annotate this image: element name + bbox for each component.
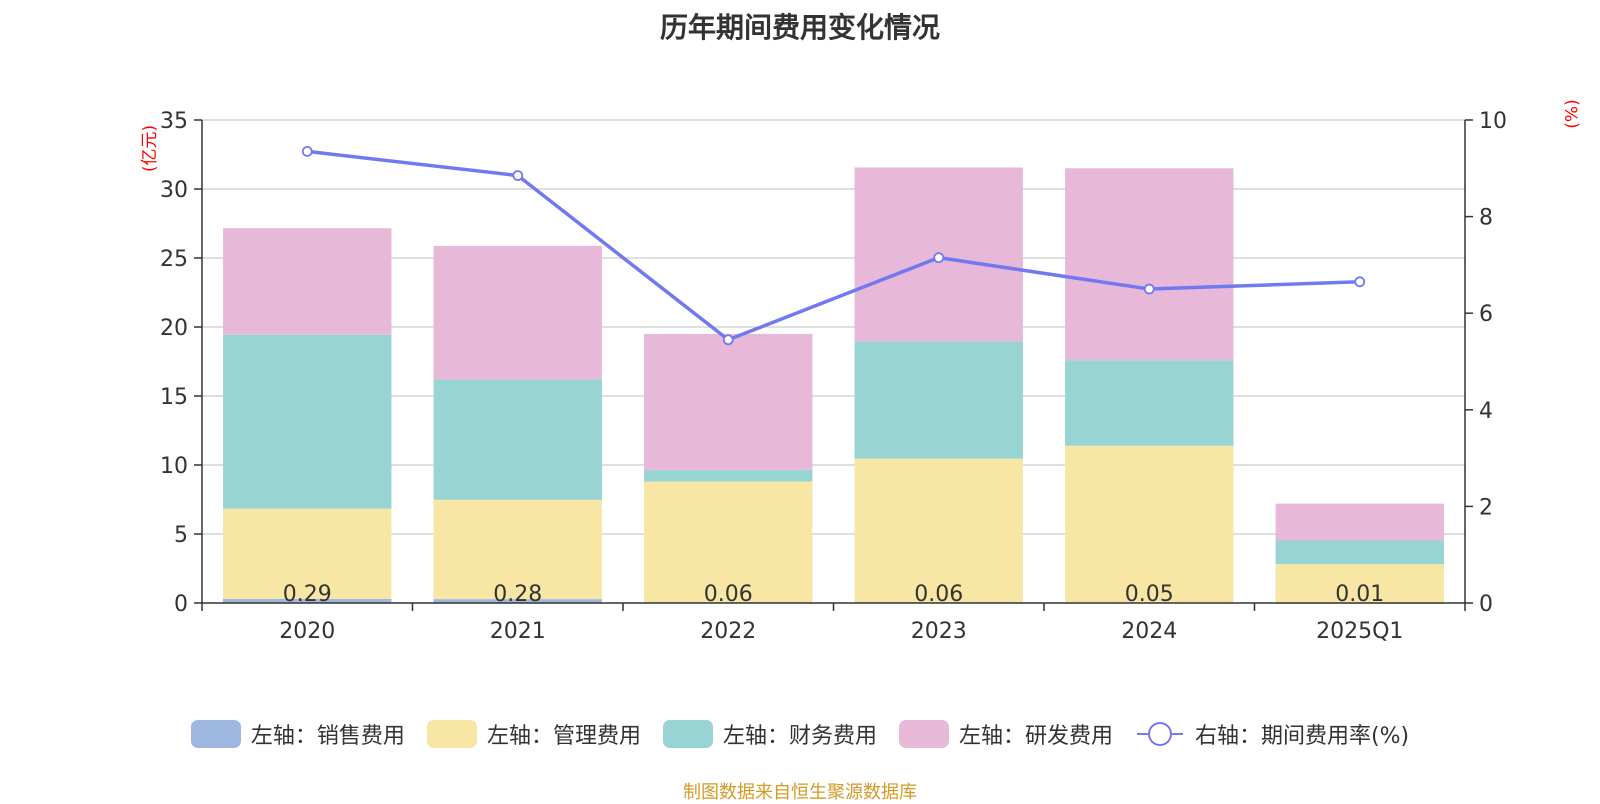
bar-1-2023 <box>854 458 1023 603</box>
left-tick-label-3: 15 <box>160 385 188 410</box>
legend-label-admin: 左轴：管理费用 <box>486 724 641 749</box>
right-tick-label-0: 0 <box>1479 592 1493 617</box>
x-tick-label-2025Q1: 2025Q1 <box>1316 619 1403 644</box>
bar-2-2022 <box>644 469 813 482</box>
line-point-2025Q1 <box>1354 276 1366 288</box>
bar-3-2024 <box>1065 168 1234 361</box>
legend-line-marker <box>1147 722 1172 746</box>
bar-1-2025Q1 <box>1275 564 1444 603</box>
bar-2-2025Q1 <box>1275 540 1444 565</box>
right-tick-label-1: 2 <box>1479 495 1493 520</box>
legend-label-sales: 左轴：销售费用 <box>250 724 405 749</box>
right-tick-label-5: 10 <box>1479 109 1507 134</box>
line-point-2022 <box>722 334 734 346</box>
left-tick-label-4: 20 <box>160 316 188 341</box>
legend-label-finance: 左轴：财务费用 <box>722 724 877 749</box>
legend-item-sales[interactable]: 左轴：销售费用 <box>190 718 405 750</box>
x-tick-label-2022: 2022 <box>700 619 756 644</box>
legend-item-finance[interactable]: 左轴：财务费用 <box>662 718 877 750</box>
legend-line-icon <box>1136 722 1183 746</box>
legend-item-rnd[interactable]: 左轴：研发费用 <box>898 718 1113 750</box>
left-tick-label-7: 35 <box>160 109 188 134</box>
line-point-2023 <box>933 252 945 264</box>
right-tick-label-2: 4 <box>1479 399 1493 424</box>
legend-item-admin[interactable]: 左轴：管理费用 <box>426 718 641 750</box>
left-tick-label-0: 0 <box>174 592 188 617</box>
x-tick-label-2020: 2020 <box>279 619 335 644</box>
bar-0-2021 <box>433 599 602 603</box>
legend-swatch-sales <box>190 720 241 748</box>
legend: 左轴：销售费用 左轴：管理费用 左轴：财务费用 左轴：研发费用 右轴：期间费用率… <box>0 718 1600 750</box>
x-tick-label-2021: 2021 <box>490 619 546 644</box>
line-point-2020 <box>301 145 313 157</box>
legend-swatch-finance <box>662 720 713 748</box>
bar-1-2022 <box>644 481 813 603</box>
line-point-2024 <box>1143 283 1155 295</box>
bar-2-2021 <box>433 379 602 500</box>
left-tick-label-1: 5 <box>174 523 188 548</box>
bar-3-2022 <box>644 333 813 470</box>
bar-2-2024 <box>1065 360 1234 446</box>
bar-3-2021 <box>433 245 602 380</box>
chart-title: 历年期间费用变化情况 <box>659 11 940 44</box>
right-tick-label-3: 6 <box>1479 302 1493 327</box>
left-tick-label-6: 30 <box>160 178 188 203</box>
bar-3-2020 <box>223 228 392 335</box>
legend-swatch-rnd <box>898 720 949 748</box>
bar-1-2021 <box>433 499 602 600</box>
right-tick-label-4: 8 <box>1479 206 1493 231</box>
bar-0-2020 <box>223 598 392 603</box>
left-tick-label-2: 10 <box>160 454 188 479</box>
bar-1-2024 <box>1065 445 1234 603</box>
x-tick-label-2023: 2023 <box>911 619 967 644</box>
line-expense-rate <box>307 149 1360 342</box>
legend-label-rnd: 左轴：研发费用 <box>958 724 1113 749</box>
line-point-2021 <box>512 170 524 181</box>
bar-2-2023 <box>854 341 1023 459</box>
legend-swatch-admin <box>426 720 477 748</box>
bar-3-2025Q1 <box>1275 503 1444 541</box>
legend-item-expense-rate[interactable]: 右轴：期间费用率(%) <box>1135 718 1409 750</box>
source-note: 制图数据来自恒生聚源数据库 <box>683 782 917 803</box>
bar-2-2020 <box>223 334 392 509</box>
left-tick-label-5: 25 <box>160 247 188 272</box>
x-tick-label-2024: 2024 <box>1121 619 1177 644</box>
bar-1-2020 <box>223 508 392 599</box>
legend-label-expense-rate: 右轴：期间费用率(%) <box>1194 724 1410 749</box>
